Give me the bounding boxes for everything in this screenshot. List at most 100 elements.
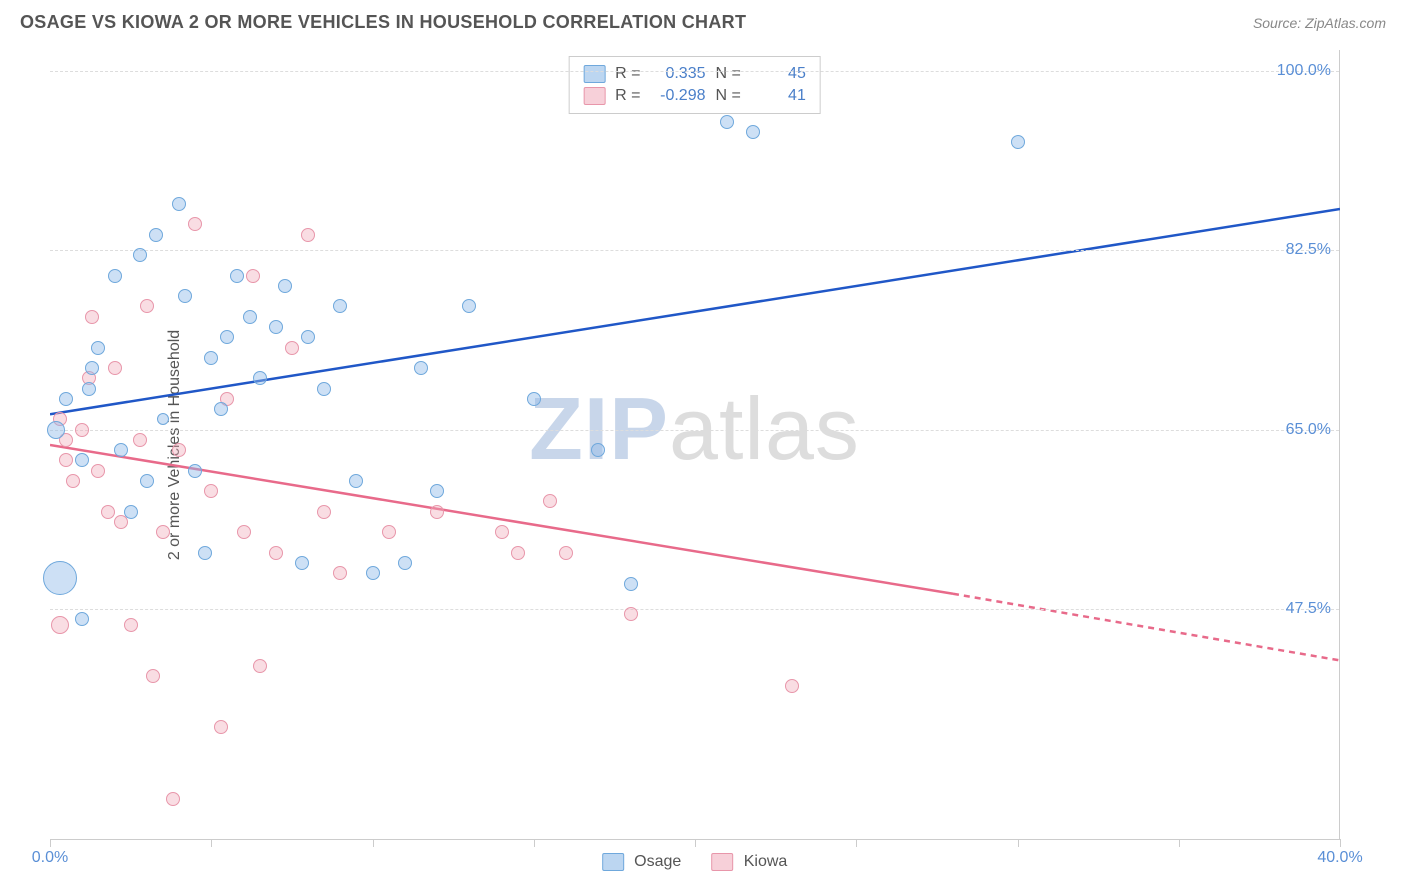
x-tick: [1340, 839, 1341, 847]
kiowa-point: [166, 792, 180, 806]
osage-point: [624, 577, 638, 591]
x-tick-label: 40.0%: [1317, 849, 1362, 867]
osage-point: [230, 269, 244, 283]
osage-point: [204, 351, 218, 365]
osage-point: [720, 115, 734, 129]
kiowa-point: [317, 505, 331, 519]
osage-point: [75, 612, 89, 626]
osage-point: [91, 341, 105, 355]
x-tick: [1018, 839, 1019, 847]
kiowa-point: [59, 453, 73, 467]
stats-row-kiowa: R =-0.298 N =41: [583, 85, 806, 107]
osage-point: [398, 556, 412, 570]
kiowa-point: [285, 341, 299, 355]
kiowa-point: [511, 546, 525, 560]
x-tick: [534, 839, 535, 847]
kiowa-point: [495, 525, 509, 539]
osage-point: [188, 464, 202, 478]
osage-point: [75, 453, 89, 467]
kiowa-point: [253, 659, 267, 673]
osage-point: [430, 484, 444, 498]
y-tick-label: 65.0%: [1286, 421, 1331, 439]
stats-row-osage: R =0.335 N =45: [583, 63, 806, 85]
kiowa-point: [133, 433, 147, 447]
osage-point: [1011, 135, 1025, 149]
osage-point: [243, 310, 257, 324]
legend-item-kiowa: Kiowa: [711, 853, 787, 871]
legend-item-osage: Osage: [602, 853, 682, 871]
osage-point: [178, 289, 192, 303]
osage-point: [462, 299, 476, 313]
osage-point: [278, 279, 292, 293]
kiowa-point: [108, 361, 122, 375]
gridline: [50, 609, 1339, 610]
kiowa-point: [246, 269, 260, 283]
osage-point: [47, 421, 65, 439]
osage-point: [253, 371, 267, 385]
osage-point: [349, 474, 363, 488]
trend-lines: [50, 50, 1340, 840]
kiowa-point: [301, 228, 315, 242]
osage-point: [269, 320, 283, 334]
osage-point: [43, 561, 77, 595]
gridline: [50, 71, 1339, 72]
kiowa-point: [214, 720, 228, 734]
kiowa-point: [140, 299, 154, 313]
osage-point: [85, 361, 99, 375]
kiowa-swatch-icon: [583, 87, 605, 105]
x-tick: [856, 839, 857, 847]
kiowa-point: [66, 474, 80, 488]
osage-point: [295, 556, 309, 570]
kiowa-point: [85, 310, 99, 324]
osage-swatch-icon: [583, 65, 605, 83]
kiowa-point: [75, 423, 89, 437]
kiowa-point: [156, 525, 170, 539]
osage-point: [172, 197, 186, 211]
osage-point: [124, 505, 138, 519]
legend-label-osage: Osage: [634, 853, 681, 870]
kiowa-point: [172, 443, 186, 457]
kiowa-point: [624, 607, 638, 621]
osage-point: [333, 299, 347, 313]
osage-point: [301, 330, 315, 344]
x-tick: [1179, 839, 1180, 847]
y-tick-label: 47.5%: [1286, 600, 1331, 618]
kiowa-point: [237, 525, 251, 539]
kiowa-point: [382, 525, 396, 539]
kiowa-point: [333, 566, 347, 580]
x-tick-label: 0.0%: [32, 849, 68, 867]
osage-point: [157, 413, 169, 425]
osage-point: [214, 402, 228, 416]
gridline: [50, 250, 1339, 251]
kiowa-point: [204, 484, 218, 498]
osage-point: [746, 125, 760, 139]
kiowa-point: [543, 494, 557, 508]
source-attribution: Source: ZipAtlas.com: [1253, 15, 1386, 31]
osage-point: [59, 392, 73, 406]
kiowa-point: [785, 679, 799, 693]
x-tick: [50, 839, 51, 847]
gridline: [50, 430, 1339, 431]
osage-point: [114, 443, 128, 457]
osage-point: [198, 546, 212, 560]
chart-title: OSAGE VS KIOWA 2 OR MORE VEHICLES IN HOU…: [20, 12, 746, 33]
osage-point: [220, 330, 234, 344]
x-tick: [695, 839, 696, 847]
x-tick: [373, 839, 374, 847]
osage-point: [82, 382, 96, 396]
osage-point: [317, 382, 331, 396]
kiowa-point: [124, 618, 138, 632]
osage-point: [414, 361, 428, 375]
y-tick-label: 100.0%: [1277, 62, 1331, 80]
osage-point: [366, 566, 380, 580]
chart-area: 2 or more Vehicles in Household ZIPatlas…: [50, 50, 1340, 840]
kiowa-point: [91, 464, 105, 478]
osage-point: [133, 248, 147, 262]
osage-point: [591, 443, 605, 457]
kiowa-point: [269, 546, 283, 560]
kiowa-point: [559, 546, 573, 560]
legend-label-kiowa: Kiowa: [744, 853, 788, 870]
y-tick-label: 82.5%: [1286, 241, 1331, 259]
kiowa-legend-swatch-icon: [711, 853, 733, 871]
kiowa-point: [101, 505, 115, 519]
